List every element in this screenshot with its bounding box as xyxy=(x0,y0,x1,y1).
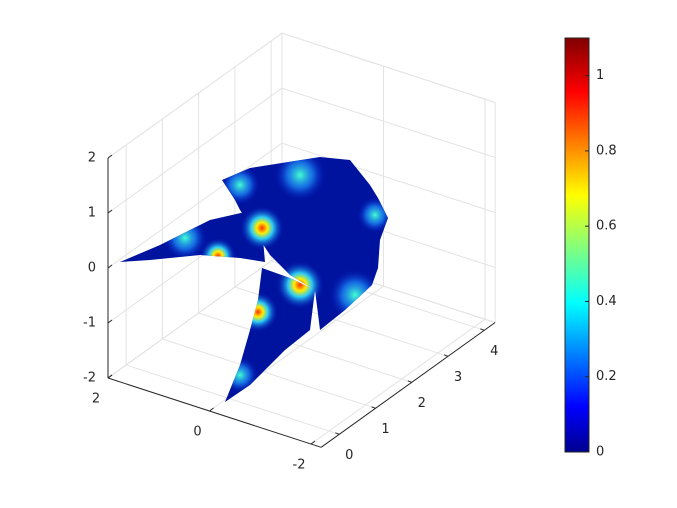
grid-line xyxy=(281,142,496,213)
colorbar: 0 0.2 0.4 0.6 0.8 1 xyxy=(564,37,617,460)
grid-line xyxy=(281,87,496,158)
grid-line xyxy=(310,318,486,445)
y-tick-label: 3 xyxy=(454,370,462,385)
grid-line xyxy=(125,364,340,435)
surface-highlight xyxy=(222,357,258,393)
x-tick xyxy=(310,440,316,445)
z-tick-label: 1 xyxy=(88,206,96,221)
z-tick xyxy=(107,154,113,159)
z-tick xyxy=(107,209,113,214)
colorbar-tick-label: 0.4 xyxy=(596,294,617,309)
colorbar-scale xyxy=(564,37,590,453)
grid-line xyxy=(198,312,412,383)
surface-highlight xyxy=(357,197,388,233)
y-tick xyxy=(335,432,340,435)
z-tick-label: -1 xyxy=(83,316,96,331)
grid-line xyxy=(107,252,283,379)
y-tick-label: 1 xyxy=(381,422,389,437)
grid-line xyxy=(107,87,283,214)
surface xyxy=(120,157,388,402)
z-tick-label: 0 xyxy=(88,261,96,276)
surface-highlight xyxy=(276,261,324,309)
x-tick xyxy=(209,407,214,412)
x-axis xyxy=(107,377,322,448)
surface-highlight xyxy=(329,269,381,321)
grid-line xyxy=(107,32,283,159)
x-tick-label: 0 xyxy=(193,425,201,440)
colorbar-tick-label: 1 xyxy=(596,68,604,83)
surface-highlight xyxy=(238,292,278,332)
y-tick xyxy=(371,406,376,409)
surface-highlight xyxy=(240,206,284,250)
z-tick-label: -2 xyxy=(83,371,96,386)
x-tick-label: 2 xyxy=(92,392,100,407)
surface-highlight xyxy=(220,165,260,205)
x-tick-label: -2 xyxy=(293,458,306,473)
z-tick-label: 2 xyxy=(88,151,96,166)
z-tick xyxy=(107,264,113,269)
colorbar-tick-label: 0.6 xyxy=(596,219,617,234)
y-tick xyxy=(407,380,412,383)
grid-line xyxy=(107,142,283,269)
y-tick-label: 0 xyxy=(345,448,353,463)
surface-highlight xyxy=(163,216,207,260)
z-tick xyxy=(107,319,113,324)
y-tick-label: 4 xyxy=(490,344,498,359)
colorbar-tick-label: 0 xyxy=(596,445,604,460)
y-tick-label: 2 xyxy=(418,396,426,411)
colorbar-tick-label: 0.2 xyxy=(596,369,617,384)
x-tick xyxy=(107,374,113,379)
axes: -2 -1 0 1 2 -2 0 2 0 1 2 3 4 xyxy=(83,151,498,473)
grid-line xyxy=(281,32,496,103)
colorbar-tick-label: 0.8 xyxy=(596,143,617,158)
y-tick xyxy=(443,354,449,357)
grid-line xyxy=(162,338,376,409)
y-axis xyxy=(320,322,496,448)
y-tick xyxy=(480,328,485,331)
